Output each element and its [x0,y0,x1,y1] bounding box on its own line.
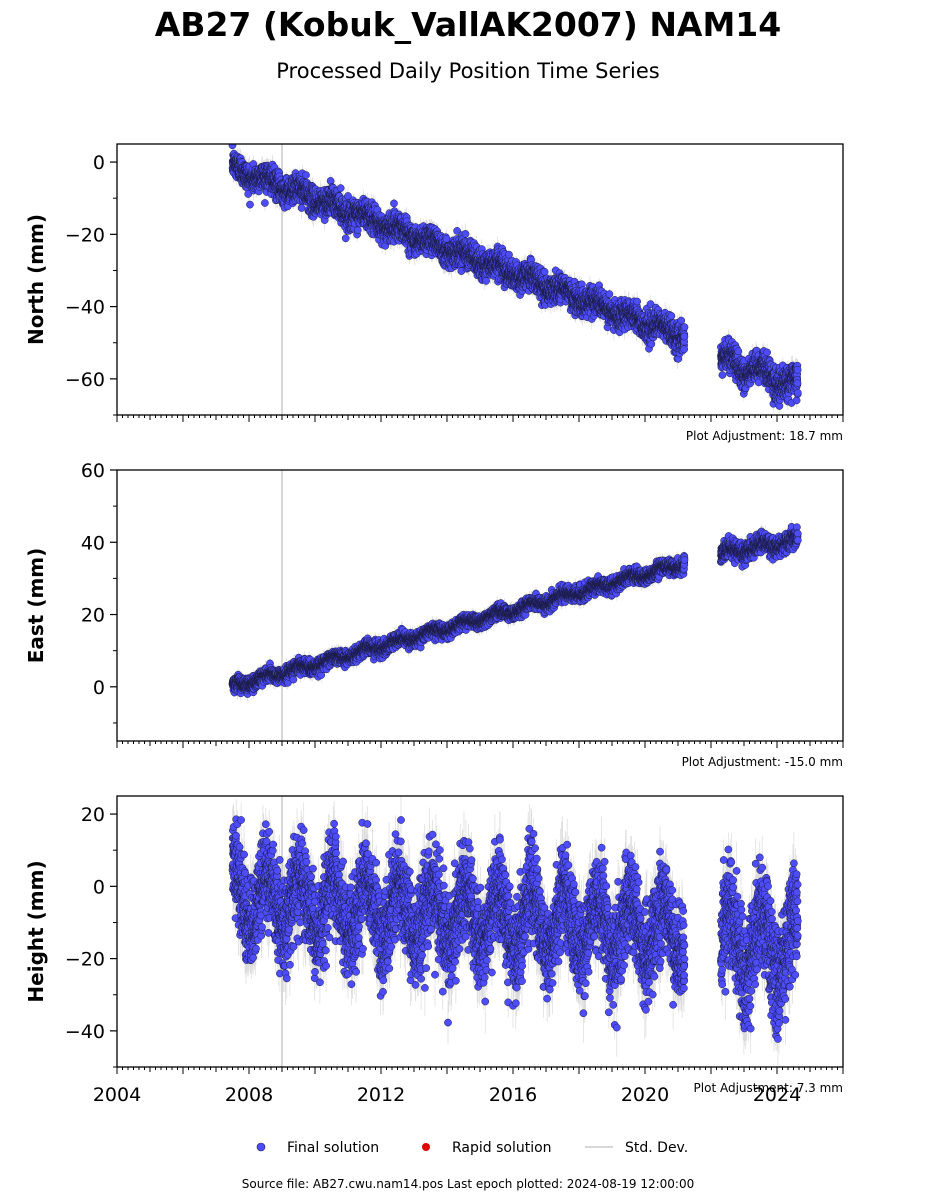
north-data-point [297,204,306,212]
north-data-point [647,340,656,348]
north-data-point [341,234,350,243]
north-data-point [482,277,490,285]
north-data-point [261,199,269,207]
north-data-point [246,200,254,209]
north-data-point [336,184,345,192]
north-data-point [390,199,398,208]
north-data-point [605,290,614,298]
north-data-point [461,230,470,238]
chart-subtitle: Processed Daily Position Time Series [276,59,660,83]
north-data-point [442,235,451,243]
north-data-point [540,267,549,276]
north-data-point [353,226,362,235]
north-data-point [667,312,676,320]
north-final-points [228,144,802,410]
north-data-point [677,316,686,325]
north-data-point [228,144,237,150]
north-data-point [633,297,641,306]
north-data-point [302,171,310,179]
north-data-point [244,190,253,198]
north-plot-area [228,144,802,415]
chart-title: AB27 (Kobuk_VallAK2007) NAM14 [155,5,781,44]
